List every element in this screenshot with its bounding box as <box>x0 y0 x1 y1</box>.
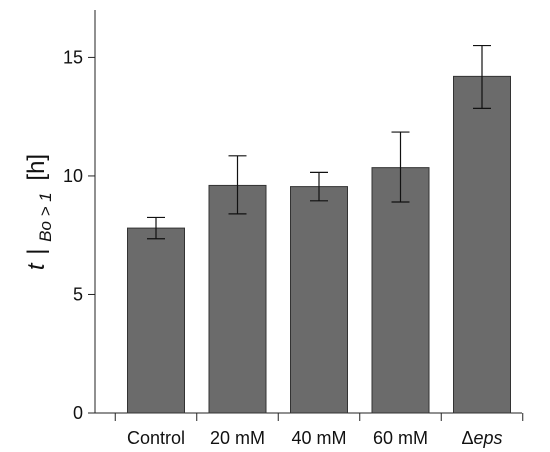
category-labels: Control 20 mM 40 mM 60 mM Δeps <box>127 428 503 448</box>
bar-4 <box>453 75 511 414</box>
bar-3 <box>371 167 430 414</box>
y-label-bar: | <box>23 249 50 255</box>
bar-0 <box>127 227 185 414</box>
y-tick-label: 0 <box>73 403 83 423</box>
bar-2 <box>290 186 348 414</box>
bars <box>127 75 511 414</box>
category-label-4: Δeps <box>461 428 502 448</box>
y-label-subscript: Bo > 1 <box>36 192 55 242</box>
category-label-3: 60 mM <box>373 428 428 448</box>
y-ticks: 0 5 10 15 <box>63 47 95 423</box>
y-tick-label: 5 <box>73 284 83 304</box>
error-bars <box>147 44 491 240</box>
y-tick-label: 10 <box>63 166 83 186</box>
category-label-2: 40 mM <box>291 428 346 448</box>
category-label-1: 20 mM <box>210 428 265 448</box>
x-ticks <box>114 413 524 421</box>
bar-1 <box>208 184 267 414</box>
y-label-t: t <box>23 262 50 270</box>
y-tick-label: 15 <box>63 47 83 67</box>
y-axis-label: t | Bo > 1 [h] <box>23 154 57 270</box>
y-label-unit: [h] <box>23 154 50 181</box>
category-label-0: Control <box>127 428 185 448</box>
